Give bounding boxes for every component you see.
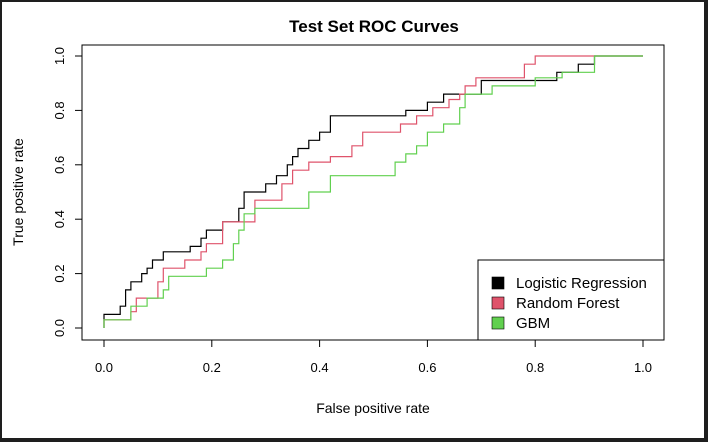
y-tick-label: 0.0 xyxy=(52,319,67,337)
legend-label-2: GBM xyxy=(516,315,550,332)
legend-label-1: Random Forest xyxy=(516,295,620,312)
series-line-1 xyxy=(103,55,643,328)
chart-title: Test Set ROC Curves xyxy=(289,17,459,36)
series-line-0 xyxy=(103,55,643,328)
y-tick-label: 1.0 xyxy=(52,47,67,65)
x-axis-label: False positive rate xyxy=(316,400,430,416)
x-axis: 0.0 0.2 0.4 0.6 0.8 1.0 xyxy=(95,339,652,375)
x-tick-label: 0.8 xyxy=(526,360,544,375)
legend-box xyxy=(477,259,665,341)
y-tick-label: 0.8 xyxy=(52,101,67,119)
roc-chart: Test Set ROC Curves 0.0 0.2 0.4 0.6 0.8 1.0 0… xyxy=(10,17,665,416)
x-tick-label: 0.2 xyxy=(203,360,221,375)
legend: Logistic Regression Random Forest GBM xyxy=(477,259,665,341)
legend-swatch-1 xyxy=(491,296,505,310)
legend-swatch-0 xyxy=(491,276,505,290)
y-tick-label: 0.6 xyxy=(52,156,67,174)
y-tick-label: 0.2 xyxy=(52,265,67,283)
legend-label-0: Logistic Regression xyxy=(516,275,647,292)
series-line-2 xyxy=(103,55,643,328)
legend-swatch-2 xyxy=(491,316,505,330)
series-layer xyxy=(103,55,643,328)
x-tick-label: 0.6 xyxy=(418,360,436,375)
x-tick-label: 0.0 xyxy=(95,360,113,375)
x-tick-label: 1.0 xyxy=(634,360,652,375)
y-axis-label: True positive rate xyxy=(10,138,26,246)
y-axis: 0.0 0.2 0.4 0.6 0.8 1.0 xyxy=(52,47,83,337)
chart-frame: Test Set ROC Curves 0.0 0.2 0.4 0.6 0.8 1.0 0… xyxy=(2,2,704,438)
y-tick-label: 0.4 xyxy=(52,210,67,228)
x-tick-label: 0.4 xyxy=(311,360,329,375)
